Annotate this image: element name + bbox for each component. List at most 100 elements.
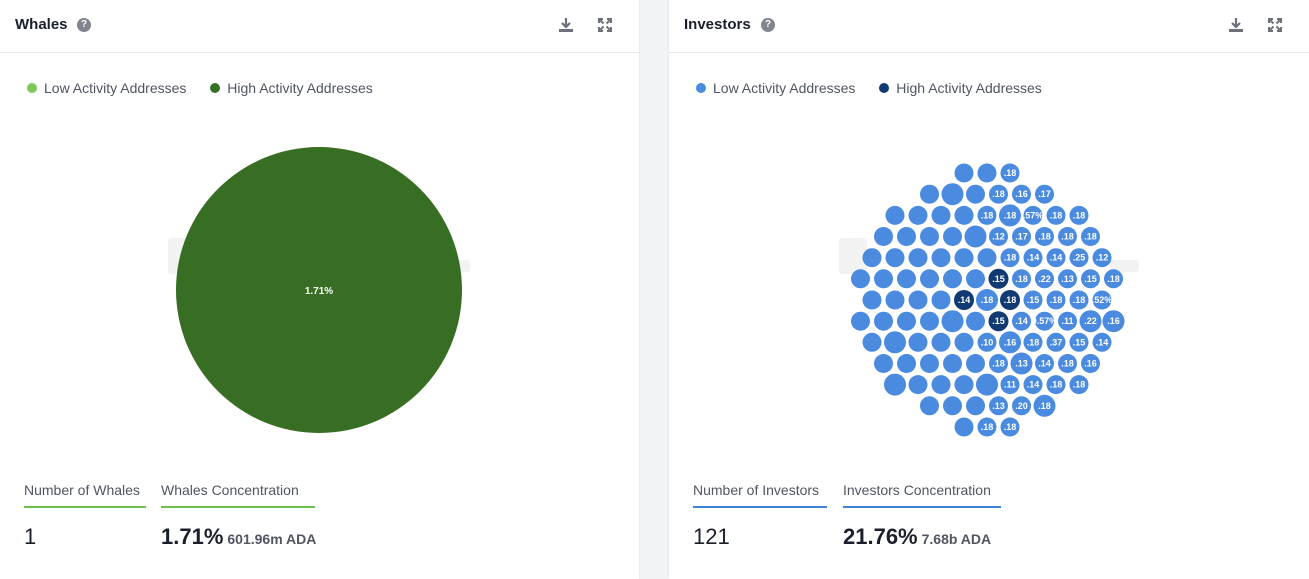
bubble-low-activity[interactable] <box>1023 332 1043 352</box>
bubble-low-activity[interactable] <box>874 227 893 246</box>
bubble-low-activity[interactable] <box>964 225 987 248</box>
bubble-low-activity[interactable] <box>1023 205 1043 225</box>
bubble-low-activity[interactable] <box>966 396 985 416</box>
bubble-high-activity[interactable] <box>1000 290 1020 310</box>
bubble-low-activity[interactable] <box>1081 227 1100 246</box>
bubble-low-activity[interactable] <box>977 417 997 437</box>
bubble-low-activity[interactable] <box>931 205 951 225</box>
bubble-low-activity[interactable] <box>977 248 997 268</box>
bubble-low-activity[interactable] <box>1069 205 1089 225</box>
bubble-low-activity[interactable] <box>1058 227 1077 246</box>
help-circle-icon[interactable]: ? <box>77 18 91 32</box>
bubble-low-activity[interactable] <box>977 332 997 352</box>
bubble-low-activity[interactable] <box>999 331 1021 354</box>
bubble-low-activity[interactable] <box>874 311 893 331</box>
bubble-low-activity[interactable] <box>1046 248 1066 268</box>
bubble-low-activity[interactable] <box>941 310 964 333</box>
bubble-low-activity[interactable] <box>851 269 870 289</box>
bubble-low-activity[interactable] <box>1023 290 1043 310</box>
bubble-low-activity[interactable] <box>1035 354 1054 373</box>
bubble-low-activity[interactable] <box>954 417 974 437</box>
bubble-low-activity[interactable] <box>989 354 1008 373</box>
bubble-low-activity[interactable] <box>897 269 916 289</box>
bubble-low-activity[interactable] <box>885 205 905 225</box>
bubble-low-activity[interactable] <box>908 205 928 225</box>
bubble-low-activity[interactable] <box>1000 417 1020 437</box>
bubble-low-activity[interactable] <box>851 311 870 331</box>
bubble-low-activity[interactable] <box>1104 269 1123 289</box>
bubble-low-activity[interactable] <box>954 163 974 183</box>
bubble-low-activity[interactable] <box>931 332 951 352</box>
bubble-low-activity[interactable] <box>989 227 1008 246</box>
bubble-low-activity[interactable] <box>1069 332 1089 352</box>
bubble-low-activity[interactable] <box>1069 290 1089 310</box>
bubble-low-activity[interactable] <box>1035 227 1054 246</box>
pie-slice-high-activity[interactable] <box>176 147 462 433</box>
bubble-low-activity[interactable] <box>884 331 906 354</box>
bubble-low-activity[interactable] <box>1012 396 1031 416</box>
legend-item-low-activity[interactable]: Low Activity Addresses <box>696 80 855 96</box>
bubble-low-activity[interactable] <box>897 227 916 246</box>
bubble-low-activity[interactable] <box>1023 375 1043 395</box>
bubble-low-activity[interactable] <box>1046 205 1066 225</box>
bubble-low-activity[interactable] <box>989 396 1008 416</box>
bubble-low-activity[interactable] <box>862 248 882 268</box>
bubble-low-activity[interactable] <box>943 354 962 373</box>
bubble-low-activity[interactable] <box>1035 269 1054 289</box>
bubble-low-activity[interactable] <box>1012 184 1031 204</box>
bubble-high-activity[interactable] <box>954 290 974 310</box>
bubble-low-activity[interactable] <box>1012 227 1031 246</box>
bubble-low-activity[interactable] <box>931 375 951 395</box>
bubble-low-activity[interactable] <box>1012 269 1031 289</box>
bubble-low-activity[interactable] <box>1102 310 1125 333</box>
bubble-low-activity[interactable] <box>1081 354 1100 373</box>
bubble-low-activity[interactable] <box>966 184 985 204</box>
bubble-low-activity[interactable] <box>1010 352 1033 375</box>
bubble-low-activity[interactable] <box>931 248 951 268</box>
bubble-low-activity[interactable] <box>897 311 916 331</box>
bubble-low-activity[interactable] <box>977 205 997 225</box>
legend-item-high-activity[interactable]: High Activity Addresses <box>879 80 1042 96</box>
bubble-low-activity[interactable] <box>884 373 906 396</box>
legend-item-high-activity[interactable]: High Activity Addresses <box>210 80 373 96</box>
bubble-low-activity[interactable] <box>943 227 962 246</box>
bubble-high-activity[interactable] <box>988 311 1009 332</box>
bubble-low-activity[interactable] <box>1046 375 1066 395</box>
bubble-low-activity[interactable] <box>966 269 985 289</box>
bubble-low-activity[interactable] <box>920 269 939 289</box>
expand-icon[interactable] <box>1266 16 1284 34</box>
bubble-low-activity[interactable] <box>874 269 893 289</box>
bubble-low-activity[interactable] <box>1069 375 1089 395</box>
bubble-low-activity[interactable] <box>943 396 962 416</box>
bubble-low-activity[interactable] <box>966 311 985 331</box>
bubble-low-activity[interactable] <box>1079 310 1102 333</box>
bubble-high-activity[interactable] <box>988 268 1009 289</box>
bubble-low-activity[interactable] <box>885 290 905 310</box>
bubble-low-activity[interactable] <box>908 248 928 268</box>
bubble-low-activity[interactable] <box>1023 248 1043 268</box>
bubble-low-activity[interactable] <box>1046 332 1066 352</box>
bubble-low-activity[interactable] <box>976 373 998 396</box>
bubble-low-activity[interactable] <box>1012 311 1031 331</box>
bubble-low-activity[interactable] <box>1092 332 1112 352</box>
bubble-low-activity[interactable] <box>977 163 997 183</box>
legend-item-low-activity[interactable]: Low Activity Addresses <box>27 80 186 96</box>
bubble-low-activity[interactable] <box>920 354 939 373</box>
bubble-low-activity[interactable] <box>1081 269 1100 289</box>
bubble-low-activity[interactable] <box>908 290 928 310</box>
bubble-low-activity[interactable] <box>885 248 905 268</box>
bubble-low-activity[interactable] <box>1000 375 1020 395</box>
bubble-low-activity[interactable] <box>908 375 928 395</box>
bubble-low-activity[interactable] <box>954 375 974 395</box>
expand-icon[interactable] <box>596 16 614 34</box>
bubble-low-activity[interactable] <box>908 332 928 352</box>
bubble-low-activity[interactable] <box>920 396 939 416</box>
bubble-low-activity[interactable] <box>1058 311 1077 331</box>
bubble-low-activity[interactable] <box>954 248 974 268</box>
download-icon[interactable] <box>1227 16 1245 34</box>
bubble-low-activity[interactable] <box>920 184 939 204</box>
bubble-low-activity[interactable] <box>989 184 1008 204</box>
bubble-low-activity[interactable] <box>1046 290 1066 310</box>
bubble-low-activity[interactable] <box>954 205 974 225</box>
bubble-low-activity[interactable] <box>943 269 962 289</box>
